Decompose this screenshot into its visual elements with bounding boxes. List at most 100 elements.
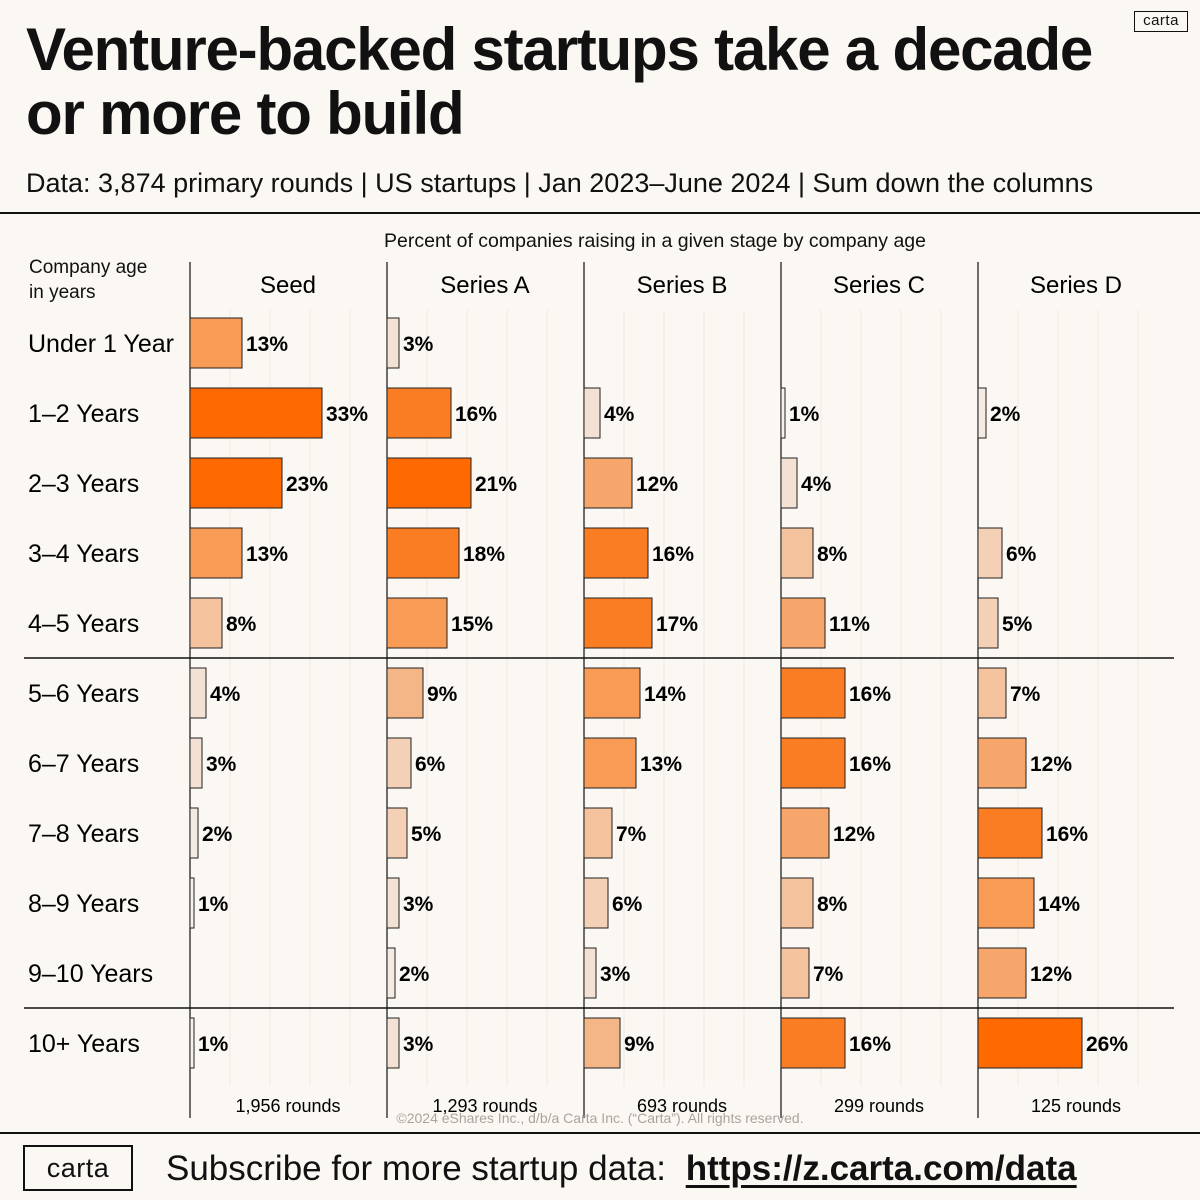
bar xyxy=(189,877,195,929)
bar xyxy=(977,947,1027,999)
row-label: 2–3 Years xyxy=(28,470,139,498)
bar xyxy=(386,1017,400,1069)
header-divider xyxy=(0,212,1200,214)
bar xyxy=(780,457,798,509)
value-label: 13% xyxy=(246,333,288,356)
bar xyxy=(583,387,601,439)
value-label: 11% xyxy=(829,613,870,636)
copyright-notice: ©2024 eShares Inc., d/b/a Carta Inc. (“C… xyxy=(396,1110,804,1126)
value-label: 15% xyxy=(451,613,493,636)
bar xyxy=(780,947,810,999)
value-label: 5% xyxy=(411,823,442,846)
row-label: 7–8 Years xyxy=(28,820,139,848)
value-label: 4% xyxy=(801,473,832,496)
value-label: 16% xyxy=(849,1033,891,1056)
value-label: 1% xyxy=(198,893,229,916)
bar xyxy=(583,597,653,649)
bar xyxy=(189,387,323,439)
value-label: 12% xyxy=(1030,963,1072,986)
value-label: 16% xyxy=(1046,823,1088,846)
bar xyxy=(386,457,472,509)
carta-logo-bottom: carta xyxy=(23,1145,133,1191)
bar xyxy=(386,807,408,859)
value-label: 33% xyxy=(326,403,368,426)
bar xyxy=(386,597,448,649)
bar xyxy=(780,387,786,439)
value-label: 8% xyxy=(817,543,848,566)
row-label: 9–10 Years xyxy=(28,960,153,988)
value-label: 16% xyxy=(455,403,497,426)
carta-logo-top: carta xyxy=(1134,11,1188,32)
value-label: 23% xyxy=(286,473,328,496)
bar xyxy=(583,737,637,789)
value-label: 6% xyxy=(415,753,446,776)
bar xyxy=(780,1017,846,1069)
bar xyxy=(780,667,846,719)
bar xyxy=(780,597,826,649)
bar xyxy=(189,317,243,369)
row-label: 4–5 Years xyxy=(28,610,139,638)
bar xyxy=(386,877,400,929)
bar xyxy=(386,527,460,579)
column-header: Series B xyxy=(637,272,728,299)
value-label: 12% xyxy=(833,823,875,846)
value-label: 16% xyxy=(849,753,891,776)
value-label: 26% xyxy=(1086,1033,1128,1056)
bar xyxy=(583,527,649,579)
value-label: 13% xyxy=(246,543,288,566)
subscribe-cta: Subscribe for more startup data: https:/… xyxy=(166,1146,1176,1192)
chart-subtitle: Data: 3,874 primary rounds | US startups… xyxy=(26,168,1094,198)
value-label: 7% xyxy=(616,823,647,846)
column-header: Seed xyxy=(260,272,316,299)
bar xyxy=(386,667,424,719)
bar xyxy=(583,877,609,929)
bar xyxy=(189,667,207,719)
cta-text: Subscribe for more startup data: xyxy=(166,1149,666,1188)
value-label: 21% xyxy=(475,473,517,496)
column-header: Series D xyxy=(1030,272,1122,299)
row-axis-label: Company age in years xyxy=(29,255,189,305)
value-label: 9% xyxy=(624,1033,655,1056)
bar xyxy=(189,737,203,789)
rounds-label: 1,293 rounds xyxy=(432,1096,537,1116)
value-label: 1% xyxy=(198,1033,229,1056)
bar xyxy=(189,527,243,579)
row-label: 8–9 Years xyxy=(28,890,139,918)
bar xyxy=(977,877,1035,929)
bar xyxy=(583,1017,621,1069)
subscribe-link[interactable]: https://z.carta.com/data xyxy=(685,1149,1077,1188)
value-label: 7% xyxy=(813,963,844,986)
rounds-label: 693 rounds xyxy=(637,1096,727,1116)
bar xyxy=(977,387,987,439)
rounds-label: 299 rounds xyxy=(834,1096,924,1116)
value-label: 13% xyxy=(640,753,682,776)
value-label: 4% xyxy=(210,683,241,706)
bar xyxy=(189,457,283,509)
bar xyxy=(386,737,412,789)
bar xyxy=(780,737,846,789)
chart-caption: Percent of companies raising in a given … xyxy=(384,230,926,252)
value-label: 2% xyxy=(399,963,430,986)
value-label: 12% xyxy=(636,473,678,496)
value-label: 17% xyxy=(656,613,698,636)
value-label: 9% xyxy=(427,683,458,706)
bar xyxy=(583,457,633,509)
bar xyxy=(583,947,597,999)
value-label: 8% xyxy=(226,613,257,636)
row-label: 10+ Years xyxy=(28,1030,140,1058)
footer-divider xyxy=(0,1132,1200,1134)
value-label: 14% xyxy=(644,683,686,706)
rounds-label: 1,956 rounds xyxy=(235,1096,340,1116)
column-header: Series A xyxy=(440,272,529,299)
value-label: 3% xyxy=(403,333,434,356)
value-label: 8% xyxy=(817,893,848,916)
bar xyxy=(583,667,641,719)
value-label: 12% xyxy=(1030,753,1072,776)
chart-title: Venture-backed startups take a decade or… xyxy=(26,16,1093,147)
value-label: 6% xyxy=(612,893,643,916)
value-label: 16% xyxy=(652,543,694,566)
bar xyxy=(780,807,830,859)
bar xyxy=(583,807,613,859)
value-label: 14% xyxy=(1038,893,1080,916)
bar xyxy=(386,317,400,369)
